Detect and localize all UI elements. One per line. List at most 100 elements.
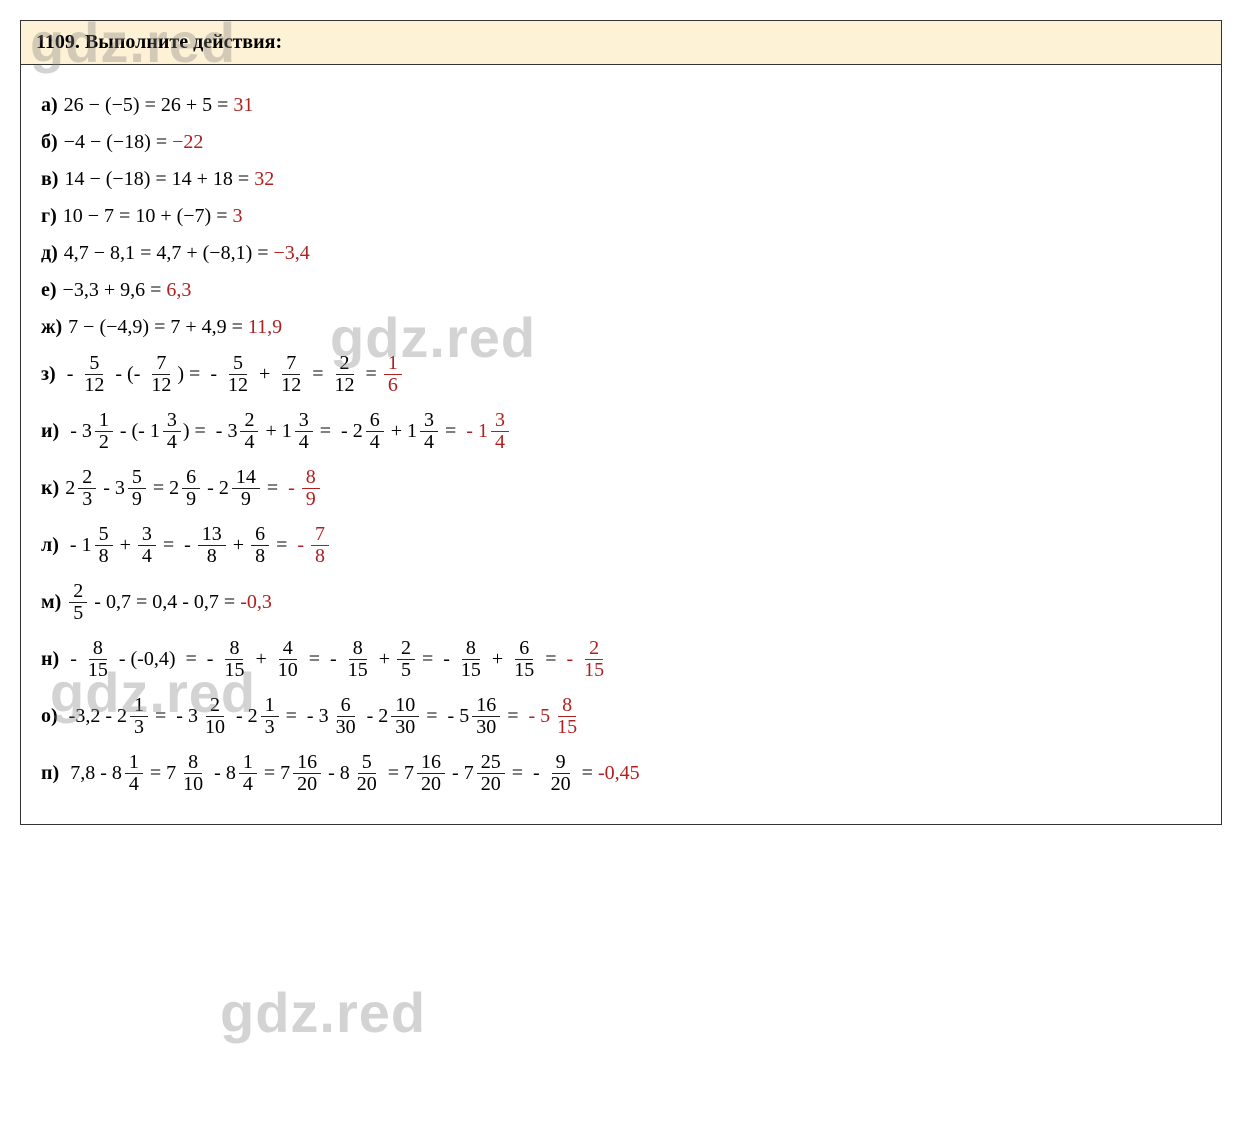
expr: −4 − (−18) — [64, 131, 151, 154]
sign: + — [233, 534, 244, 557]
sign: - — [184, 534, 191, 557]
fraction: 512 — [80, 353, 108, 396]
expr: 7 − (−4,9) — [68, 316, 149, 339]
mixed-number: 71620 — [280, 752, 323, 795]
exercise-title: Выполните действия: — [85, 31, 282, 53]
answer: 32 — [254, 168, 274, 191]
sign: - — [367, 705, 374, 728]
fraction: 25 — [69, 581, 87, 624]
fraction: 410 — [274, 638, 302, 681]
sign: - (- — [120, 420, 145, 443]
mixed-number: 213 — [248, 695, 281, 738]
answer: 11,9 — [248, 316, 282, 339]
sign: + — [259, 363, 270, 386]
expr: 26 − (−5) — [64, 94, 140, 117]
answer: 5815 — [540, 695, 583, 738]
mixed-number: 213 — [117, 695, 150, 738]
fraction: 815 — [344, 638, 372, 681]
item-a: а) 26 − (−5)= 26 + 5= 31 — [41, 94, 1201, 117]
item-label: д) — [41, 242, 58, 265]
item-label: а) — [41, 94, 58, 117]
fraction: 920 — [547, 752, 575, 795]
fraction: 712 — [277, 353, 305, 396]
exercise-box: 1109. Выполните действия: а) 26 − (−5)= … — [20, 20, 1222, 825]
sign: - — [210, 363, 217, 386]
sign: - — [341, 420, 348, 443]
sign: - — [67, 363, 74, 386]
paren: ) — [183, 420, 190, 443]
sign: - — [176, 705, 183, 728]
sign: + — [120, 534, 131, 557]
sign: - — [70, 420, 77, 443]
item-label: н) — [41, 648, 59, 671]
expr: 4,7 − 8,1 — [64, 242, 135, 265]
answer: 3 — [232, 205, 242, 228]
expr: 7,8 - — [70, 762, 107, 785]
answer: 16 — [384, 353, 402, 396]
item-b: б) −4 − (−18)= −22 — [41, 131, 1201, 154]
sign: - — [216, 420, 223, 443]
item-l: л) - 158 + 34 = - 138 + 68 = - 78 — [41, 524, 1201, 567]
item-label: г) — [41, 205, 57, 228]
sign: - — [566, 648, 573, 671]
sign: - — [70, 534, 77, 557]
answer: −3,4 — [274, 242, 310, 265]
expr: 26 + 5 — [161, 94, 212, 117]
expr: 10 − 7 — [63, 205, 114, 228]
answer: 78 — [311, 524, 329, 567]
mixed-number: 223 — [65, 467, 98, 510]
answer: −22 — [172, 131, 203, 154]
fraction: 212 — [331, 353, 359, 396]
sign: - — [452, 762, 459, 785]
item-label: л) — [41, 534, 59, 557]
mixed-number: 3210 — [188, 695, 231, 738]
fraction: 615 — [510, 638, 538, 681]
sign: + — [255, 648, 266, 671]
sign: - — [307, 705, 314, 728]
item-k: к) 223 - 359 = 269 - 2149 = - 89 — [41, 467, 1201, 510]
item-p: п) 7,8 - 814 = 7810 - 814 = 71620 - 8520… — [41, 752, 1201, 795]
answer: 134 — [478, 410, 511, 453]
sign: - — [207, 477, 214, 500]
sign: - — [448, 705, 455, 728]
expr: 14 + 18 — [172, 168, 233, 191]
mixed-number: 324 — [227, 410, 260, 453]
sign: - — [297, 534, 304, 557]
sign: - — [236, 705, 243, 728]
item-label: ж) — [41, 316, 62, 339]
answer: -0,45 — [598, 762, 640, 785]
item-i: и) - 312 - (- 134 ) = - 324 + 134 = - 26… — [41, 410, 1201, 453]
expr: - 0,7 = 0,4 - 0,7 = — [94, 591, 235, 614]
mixed-number: 7810 — [166, 752, 209, 795]
sign: - (- — [115, 363, 140, 386]
mixed-number: 3630 — [319, 695, 362, 738]
sign: - — [466, 420, 473, 443]
item-v: в) 14 − (−18)= 14 + 18= 32 — [41, 168, 1201, 191]
exercise-header: 1109. Выполните действия: — [21, 21, 1221, 65]
fraction: 815 — [457, 638, 485, 681]
fraction: 512 — [224, 353, 252, 396]
expr: -3,2 - — [69, 705, 112, 728]
mixed-number: 359 — [115, 467, 148, 510]
mixed-number: 134 — [282, 410, 315, 453]
sign: + — [265, 420, 276, 443]
mixed-number: 51630 — [459, 695, 502, 738]
sign: - — [103, 477, 110, 500]
mixed-number: 158 — [82, 524, 115, 567]
mixed-number: 814 — [226, 752, 259, 795]
expr: 10 + (−7) — [135, 205, 211, 228]
paren: ) — [177, 363, 184, 386]
expr: - (-0,4) — [119, 648, 176, 671]
answer: 215 — [580, 638, 608, 681]
item-label: м) — [41, 591, 61, 614]
fraction: 138 — [198, 524, 226, 567]
item-label: е) — [41, 279, 57, 302]
mixed-number: 72520 — [464, 752, 507, 795]
fraction: 815 — [84, 638, 112, 681]
sign: - — [70, 648, 77, 671]
item-o: о) -3,2 - 213 = - 3210 - 213 = - 3630 - … — [41, 695, 1201, 738]
answer: 31 — [233, 94, 253, 117]
sign: + — [379, 648, 390, 671]
fraction: 712 — [147, 353, 175, 396]
item-label: б) — [41, 131, 58, 154]
